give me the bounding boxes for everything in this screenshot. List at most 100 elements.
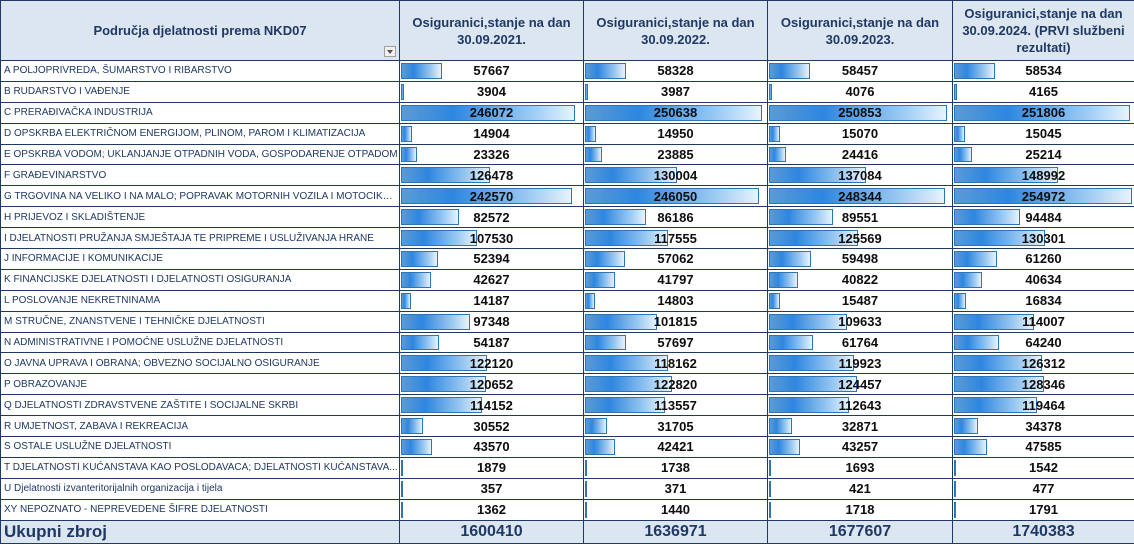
value-cell-2024: 119464 (952, 394, 1134, 417)
value-text: 250853 (838, 105, 882, 121)
data-bar (401, 376, 486, 393)
row-label: D OPSKRBA ELEKTRIČNOM ENERGIJOM, PLINOM,… (0, 122, 400, 145)
table-row: K FINANCIJSKE DJELATNOSTI I DJELATNOSTI … (0, 268, 1134, 291)
value-text: 1879 (477, 460, 506, 476)
value-text: 34378 (1025, 418, 1062, 434)
value-text: 97348 (473, 314, 510, 330)
data-bar (954, 104, 1130, 121)
value-cell-2021: 14904 (399, 122, 584, 145)
data-bar (401, 480, 403, 497)
value-text: 120652 (469, 376, 514, 392)
data-bar (585, 397, 665, 414)
value-text: 40634 (1025, 272, 1062, 288)
value-cell-2022: 1738 (583, 456, 768, 479)
value-cell-2023: 250853 (767, 101, 953, 124)
value-cell-2022: 113557 (583, 394, 768, 417)
data-bar (954, 355, 1042, 372)
table-row: E OPSKRBA VODOM; UKLANJANJE OTPADNIH VOD… (0, 143, 1134, 166)
data-bar (954, 63, 995, 79)
filter-dropdown-icon[interactable] (384, 46, 396, 57)
value-cell-2024: 126312 (952, 352, 1134, 375)
row-label: R UMJETNOST, ZABAVA I REKREACIJA (0, 415, 400, 438)
row-label: J INFORMACIJE I KOMUNIKACIJE (0, 248, 400, 270)
table-row: C PRERAĐIVAČKA INDUSTRIJA 246072 250638 250… (0, 101, 1134, 124)
value-text: 14803 (657, 293, 694, 309)
value-text: 137084 (838, 167, 882, 183)
value-text: 1440 (661, 502, 690, 518)
row-label: K FINANCIJSKE DJELATNOSTI I DJELATNOSTI … (0, 268, 400, 291)
value-cell-2022: 86186 (583, 206, 768, 229)
value-text: 1718 (845, 502, 875, 518)
total-value-2022: 1636971 (583, 519, 768, 544)
value-cell-2022: 118162 (583, 352, 768, 375)
value-text: 357 (480, 481, 503, 497)
data-bar (585, 355, 668, 372)
data-bar (401, 83, 404, 100)
value-text: 30552 (473, 418, 510, 434)
total-label: Ukupni zbroj (0, 519, 400, 544)
row-label: Q DJELATNOSTI ZDRAVSTVENE ZAŠTITE I SOCI… (0, 394, 400, 417)
value-cell-2021: 23326 (399, 143, 584, 166)
value-cell-2023: 1718 (767, 498, 953, 521)
value-cell-2022: 42421 (583, 436, 768, 458)
value-text: 148992 (1021, 167, 1066, 183)
value-text: 113557 (654, 397, 697, 413)
data-bar (769, 313, 847, 330)
value-text: 42627 (473, 272, 510, 288)
value-text: 114152 (470, 397, 513, 413)
row-label: C PRERAĐIVAČKA INDUSTRIJA (0, 101, 400, 124)
value-text: 14950 (657, 126, 694, 142)
value-cell-2024: 58534 (952, 60, 1134, 82)
table-row: I DJELATNOSTI PRUŽANJA SMJEŠTAJA TE PRIP… (0, 227, 1134, 250)
column-header-2024: Osiguranici,stanje na dan 30.09.2024. (P… (952, 0, 1134, 61)
value-text: 64240 (1025, 335, 1062, 351)
value-text: 250638 (653, 105, 698, 121)
data-bar (954, 188, 1132, 205)
value-text: 119464 (1022, 397, 1065, 413)
value-cell-2023: 119923 (767, 352, 953, 375)
value-cell-2021: 246072 (399, 101, 584, 124)
data-bar (769, 209, 833, 226)
row-label: O JAVNA UPRAVA I OBRANA; OBVEZNO SOCIJAL… (0, 352, 400, 375)
value-cell-2023: 248344 (767, 185, 953, 208)
value-text: 3987 (661, 84, 690, 100)
data-bar (954, 501, 956, 518)
value-cell-2022: 58328 (583, 60, 768, 82)
value-cell-2023: 124457 (767, 373, 953, 396)
data-bar (401, 355, 487, 372)
data-bar (954, 125, 965, 142)
data-bar (769, 167, 866, 184)
data-bar (585, 146, 602, 163)
value-cell-2021: 97348 (399, 310, 584, 333)
value-text: 57667 (473, 63, 510, 79)
data-bar (954, 334, 999, 351)
value-cell-2021: 52394 (399, 248, 584, 270)
table-row: U Djelatnosti izvanteritorijalnih organi… (0, 477, 1134, 500)
value-cell-2023: 1693 (767, 456, 953, 479)
data-bar (769, 63, 810, 79)
table-row: J INFORMACIJE I KOMUNIKACIJE 52394 57062 59… (0, 248, 1134, 270)
value-cell-2021: 357 (399, 477, 584, 500)
value-text: 4076 (845, 84, 875, 100)
value-cell-2023: 4076 (767, 80, 953, 103)
data-bar (585, 459, 587, 476)
value-cell-2024: 254972 (952, 185, 1134, 208)
total-row: Ukupni zbroj 1600410 1636971 1677607 174… (0, 519, 1134, 544)
data-bar (401, 459, 403, 476)
value-text: 43570 (473, 439, 510, 455)
data-bar (769, 459, 771, 476)
value-text: 122820 (653, 376, 698, 392)
table-row: F GRAĐEVINARSTVO 126478 130004 137084 148992 (0, 164, 1134, 187)
value-text: 124457 (838, 376, 882, 392)
total-value-2023: 1677607 (767, 519, 953, 544)
table-row: O JAVNA UPRAVA I OBRANA; OBVEZNO SOCIJAL… (0, 352, 1134, 375)
value-cell-2021: 57667 (399, 60, 584, 82)
data-bar (401, 188, 572, 205)
value-cell-2024: 1791 (952, 498, 1134, 521)
value-cell-2023: 61764 (767, 331, 953, 354)
data-bar (954, 167, 1058, 184)
table-row: B RUDARSTVO I VAĐENJE 3904 3987 4076 4165 (0, 80, 1134, 103)
row-label: E OPSKRBA VODOM; UKLANJANJE OTPADNIH VOD… (0, 143, 400, 166)
table-row: H PRIJEVOZ I SKLADIŠTENJE 82572 86186 89551… (0, 206, 1134, 229)
value-cell-2024: 148992 (952, 164, 1134, 187)
